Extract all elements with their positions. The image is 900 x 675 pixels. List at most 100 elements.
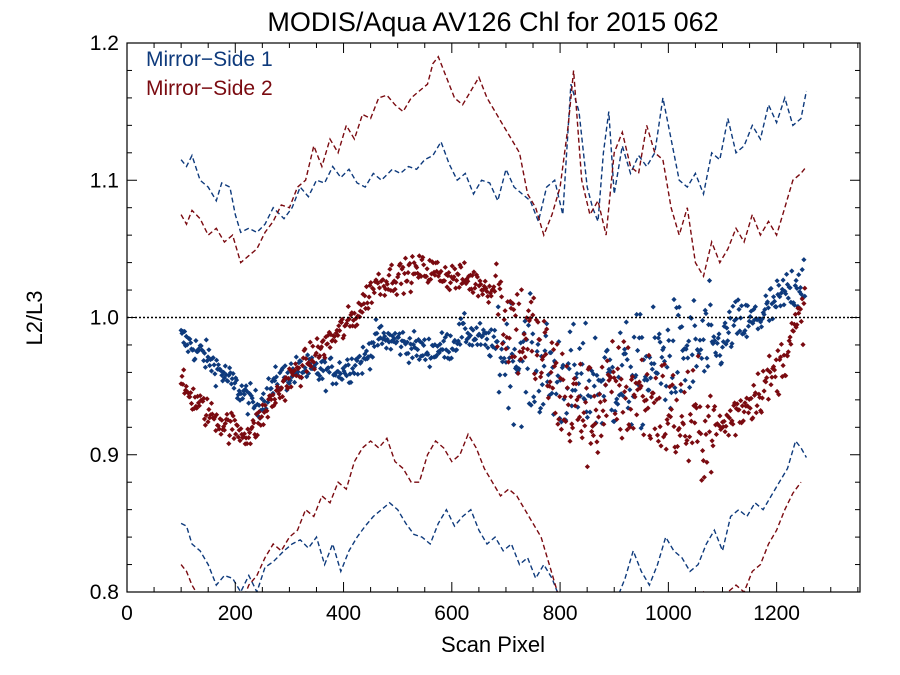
- data-point: [634, 412, 640, 418]
- data-point: [736, 407, 742, 413]
- data-point: [542, 329, 548, 336]
- data-point: [758, 408, 764, 414]
- data-point: [425, 351, 431, 358]
- data-point: [717, 413, 723, 419]
- data-point: [636, 335, 642, 341]
- data-point: [648, 394, 655, 400]
- data-point: [230, 371, 236, 377]
- data-point: [742, 400, 748, 406]
- data-point: [639, 334, 645, 341]
- data-point: [454, 277, 460, 284]
- y-tick-label: 0.8: [90, 581, 119, 604]
- data-point: [531, 394, 537, 400]
- data-point: [583, 399, 589, 405]
- data-point: [367, 366, 373, 372]
- data-point: [712, 403, 718, 410]
- data-point: [227, 418, 234, 424]
- data-point: [704, 355, 710, 361]
- data-point: [213, 383, 219, 389]
- data-point: [621, 339, 627, 345]
- data-point: [596, 391, 603, 397]
- data-point: [461, 310, 467, 316]
- data-point: [617, 426, 623, 432]
- data-point: [357, 353, 363, 359]
- data-point: [400, 264, 406, 270]
- data-point: [679, 324, 685, 330]
- data-point: [546, 383, 552, 389]
- data-point: [518, 287, 525, 293]
- data-point: [605, 372, 611, 378]
- data-point: [313, 350, 319, 356]
- data-point: [188, 340, 194, 346]
- data-point: [572, 403, 578, 409]
- data-point: [435, 273, 441, 279]
- data-point: [713, 353, 719, 359]
- data-point: [800, 342, 806, 348]
- data-point: [557, 375, 564, 381]
- data-point: [272, 400, 279, 406]
- data-point: [764, 299, 771, 305]
- data-point: [182, 390, 188, 396]
- data-point: [245, 411, 251, 417]
- data-point: [272, 378, 278, 384]
- data-point: [598, 378, 604, 384]
- data-point: [777, 303, 784, 309]
- data-point: [690, 379, 696, 385]
- data-point: [696, 351, 702, 357]
- data-point: [411, 328, 417, 334]
- data-point: [748, 395, 754, 401]
- data-point: [660, 373, 666, 379]
- data-point: [337, 371, 344, 377]
- data-point: [577, 345, 583, 352]
- data-point: [520, 338, 526, 345]
- data-point: [386, 272, 392, 278]
- data-point: [647, 354, 653, 360]
- data-point: [632, 394, 638, 400]
- data-point: [777, 294, 783, 300]
- data-point: [371, 290, 377, 296]
- data-point: [710, 443, 716, 449]
- data-point: [398, 281, 404, 287]
- data-point: [708, 322, 714, 328]
- data-point: [476, 331, 482, 337]
- data-point: [499, 346, 505, 352]
- data-point: [402, 339, 408, 345]
- data-point: [344, 357, 350, 363]
- data-point: [543, 333, 549, 339]
- data-point: [405, 270, 411, 276]
- data-point: [441, 278, 448, 284]
- data-point: [178, 327, 184, 333]
- data-point: [619, 362, 625, 368]
- data-point: [532, 376, 538, 382]
- data-point: [715, 335, 721, 341]
- data-point: [519, 349, 525, 355]
- data-point: [485, 293, 491, 299]
- data-point: [452, 337, 458, 343]
- data-point: [498, 355, 504, 361]
- data-point: [317, 373, 323, 379]
- data-point: [310, 343, 316, 349]
- data-point: [664, 417, 670, 423]
- data-point: [459, 334, 465, 340]
- data-point: [208, 368, 215, 374]
- data-point: [377, 335, 383, 341]
- data-point: [222, 420, 228, 427]
- data-point: [567, 438, 573, 444]
- data-point: [348, 379, 354, 385]
- data-point: [638, 425, 644, 431]
- data-point: [230, 413, 236, 419]
- data-point: [475, 293, 481, 299]
- data-point: [416, 356, 422, 363]
- data-point: [241, 391, 247, 397]
- data-point: [797, 306, 804, 312]
- data-point: [268, 385, 274, 392]
- data-point: [528, 299, 534, 305]
- data-point: [509, 354, 515, 360]
- data-point: [542, 348, 548, 354]
- data-point: [467, 342, 473, 348]
- data-point: [698, 431, 704, 437]
- data-point: [624, 427, 630, 433]
- data-point: [265, 414, 271, 420]
- data-point: [564, 363, 570, 369]
